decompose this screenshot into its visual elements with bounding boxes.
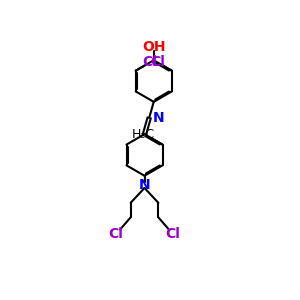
Text: Cl: Cl xyxy=(166,227,180,241)
Text: N: N xyxy=(139,178,150,192)
Text: H₃C: H₃C xyxy=(131,128,154,141)
Text: Cl: Cl xyxy=(142,55,158,69)
Text: Cl: Cl xyxy=(109,227,124,241)
Text: OH: OH xyxy=(142,40,166,54)
Text: N: N xyxy=(153,111,164,125)
Text: Cl: Cl xyxy=(150,55,165,69)
